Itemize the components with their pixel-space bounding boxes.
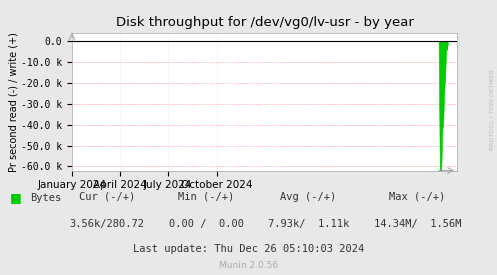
Text: 3.56k/280.72: 3.56k/280.72 bbox=[70, 219, 144, 229]
Text: Bytes: Bytes bbox=[30, 193, 61, 203]
Text: Cur (-/+): Cur (-/+) bbox=[79, 192, 135, 202]
Text: 7.93k/  1.11k: 7.93k/ 1.11k bbox=[267, 219, 349, 229]
Text: Max (-/+): Max (-/+) bbox=[389, 192, 446, 202]
Text: 14.34M/  1.56M: 14.34M/ 1.56M bbox=[374, 219, 461, 229]
Title: Disk throughput for /dev/vg0/lv-usr - by year: Disk throughput for /dev/vg0/lv-usr - by… bbox=[116, 16, 414, 29]
Text: Last update: Thu Dec 26 05:10:03 2024: Last update: Thu Dec 26 05:10:03 2024 bbox=[133, 244, 364, 254]
Text: Min (-/+): Min (-/+) bbox=[178, 192, 235, 202]
Text: 0.00 /  0.00: 0.00 / 0.00 bbox=[169, 219, 244, 229]
Text: RRDTOOL / TOBI OETIKER: RRDTOOL / TOBI OETIKER bbox=[490, 70, 495, 150]
Y-axis label: Pr second read (-) / write (+): Pr second read (-) / write (+) bbox=[8, 32, 18, 172]
Text: ■: ■ bbox=[10, 191, 22, 205]
Text: Avg (-/+): Avg (-/+) bbox=[280, 192, 336, 202]
Text: Munin 2.0.56: Munin 2.0.56 bbox=[219, 261, 278, 270]
